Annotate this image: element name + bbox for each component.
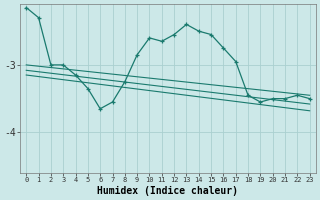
- X-axis label: Humidex (Indice chaleur): Humidex (Indice chaleur): [98, 186, 238, 196]
